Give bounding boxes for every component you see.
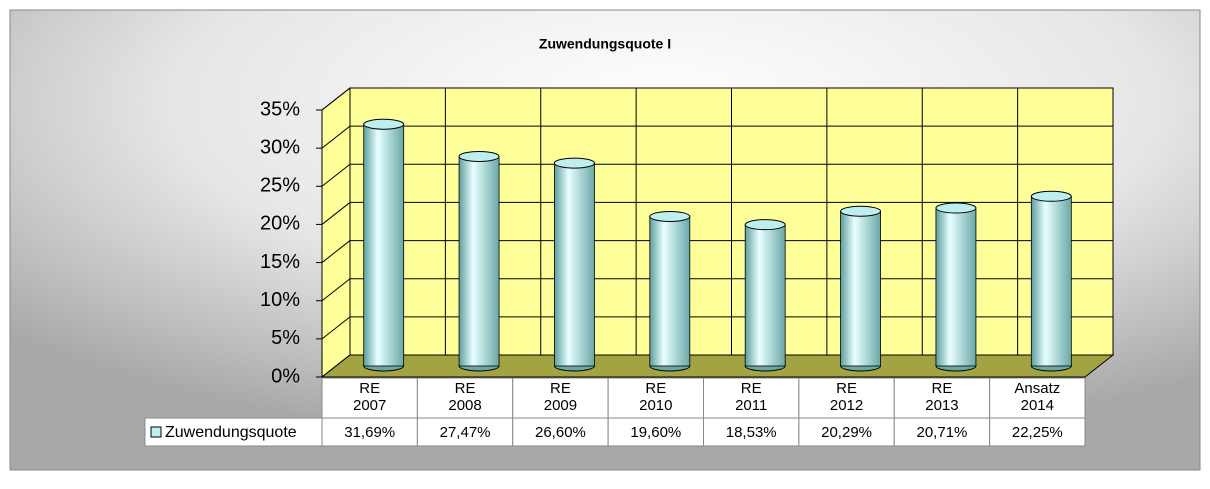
y-tick-label: 35% <box>260 98 300 120</box>
side-grid-line <box>321 163 351 187</box>
x-tick-label: RE 2007 <box>353 380 387 414</box>
chart-title: Zuwendungsquote I <box>539 36 671 52</box>
x-tick-label-box: RE 2010 <box>639 380 673 414</box>
table-header-cell <box>416 377 514 419</box>
table-cell <box>321 417 418 447</box>
bar <box>458 156 500 367</box>
data-label: 31,69% <box>344 424 395 441</box>
side-wall <box>321 86 351 379</box>
side-grid-line <box>321 240 351 263</box>
x-tick-label-box: RE 2011 <box>735 380 768 414</box>
y-tick-label: 20% <box>260 213 300 235</box>
x-tick-label: RE 2008 <box>448 380 482 414</box>
bar <box>1030 195 1072 367</box>
bar <box>649 216 691 367</box>
x-tick-label: RE 2011 <box>735 380 768 414</box>
x-tick-label-box: RE 2008 <box>448 380 482 414</box>
x-tick-label: RE 2013 <box>925 380 959 414</box>
side-grid-line <box>321 202 351 225</box>
x-tick-label: RE 2009 <box>543 380 578 414</box>
data-label: 27,47% <box>440 424 491 441</box>
y-tick-label: 15% <box>260 251 300 273</box>
legend-label: Zuwendungsquote <box>165 424 297 441</box>
data-label: 26,60% <box>535 424 586 441</box>
bar-top <box>935 202 977 214</box>
table-legend-cell <box>144 417 323 447</box>
data-label: 22,25% <box>1012 424 1063 441</box>
bar-top <box>363 118 405 130</box>
y-tick-label: 10% <box>260 289 300 311</box>
bar-top <box>840 205 882 217</box>
table-header-cell <box>989 377 1086 419</box>
table-cell <box>798 417 895 447</box>
y-tick-label: 30% <box>260 136 300 158</box>
bar-top <box>458 150 500 162</box>
bar-top <box>1030 190 1072 202</box>
table-cell <box>512 417 609 447</box>
x-tick-label-box: RE 2007 <box>353 380 387 414</box>
bar <box>935 207 977 367</box>
y-tick-label: 5% <box>271 327 300 349</box>
data-label: 20,29% <box>821 424 872 441</box>
legend-swatch <box>150 426 162 438</box>
x-tick-label-box: Ansatz 2014 <box>1014 380 1061 414</box>
bar <box>554 162 595 367</box>
x-tick-label-box: RE 2009 <box>543 380 578 414</box>
side-grid-line <box>321 316 351 340</box>
bar <box>363 123 405 367</box>
x-tick-label-box: RE 2013 <box>925 380 959 414</box>
table-header-cell <box>607 377 704 419</box>
y-tick-label: 0% <box>271 365 300 387</box>
y-tick-label: 25% <box>260 175 300 197</box>
data-label: 20,71% <box>917 424 968 441</box>
table-header-cell <box>703 377 800 419</box>
floor <box>320 354 1115 378</box>
table-header-cell <box>512 377 609 419</box>
x-tick-label: Ansatz 2014 <box>1014 380 1061 414</box>
table-cell <box>989 417 1086 447</box>
side-grid-line <box>321 87 351 111</box>
data-label: 18,53% <box>726 424 777 441</box>
bar-top <box>553 157 595 169</box>
table-header-cell <box>893 377 991 419</box>
x-tick-label-box: RE 2012 <box>829 380 864 414</box>
side-grid-line <box>321 278 351 302</box>
bar <box>840 210 881 367</box>
table-header-cell <box>798 377 895 419</box>
x-tick-label: RE 2012 <box>829 380 864 414</box>
table-header-cell <box>321 377 418 419</box>
table-cell <box>416 417 514 447</box>
bar <box>744 224 786 367</box>
x-tick-label: RE 2010 <box>639 380 673 414</box>
side-grid-line <box>321 125 351 149</box>
bar-top <box>649 210 691 222</box>
data-label: 19,60% <box>630 424 681 441</box>
bar-top <box>744 219 786 231</box>
